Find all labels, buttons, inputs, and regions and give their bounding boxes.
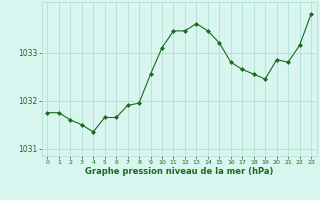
X-axis label: Graphe pression niveau de la mer (hPa): Graphe pression niveau de la mer (hPa) (85, 167, 273, 176)
